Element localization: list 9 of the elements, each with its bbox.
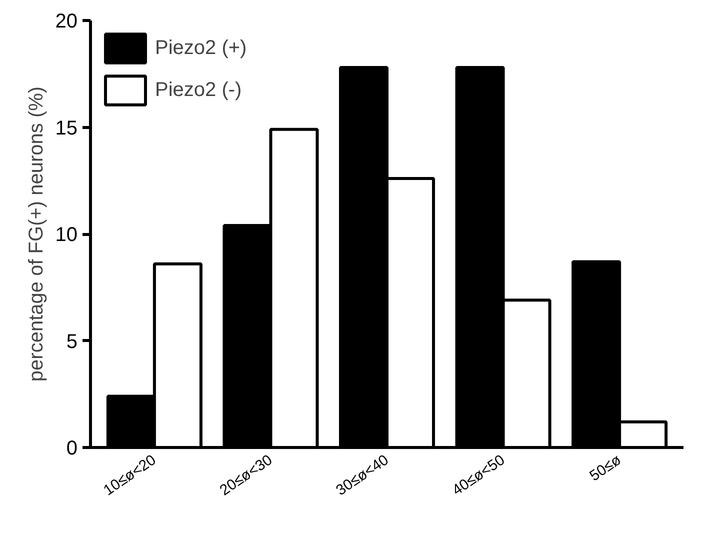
- y-tick-label: 10: [55, 224, 78, 246]
- y-tick-label: 20: [55, 10, 78, 32]
- y-tick-label: 5: [66, 330, 78, 353]
- x-tick-label: 50≤ø: [586, 452, 624, 485]
- legend-label: Piezo2 (-): [155, 78, 242, 102]
- y-tick-label: 15: [55, 117, 78, 140]
- y-tick-label: 0: [66, 438, 78, 460]
- y-axis-title: percentage of FG(+) neurons (%): [25, 86, 48, 382]
- legend-label: Piezo2 (+): [155, 36, 247, 60]
